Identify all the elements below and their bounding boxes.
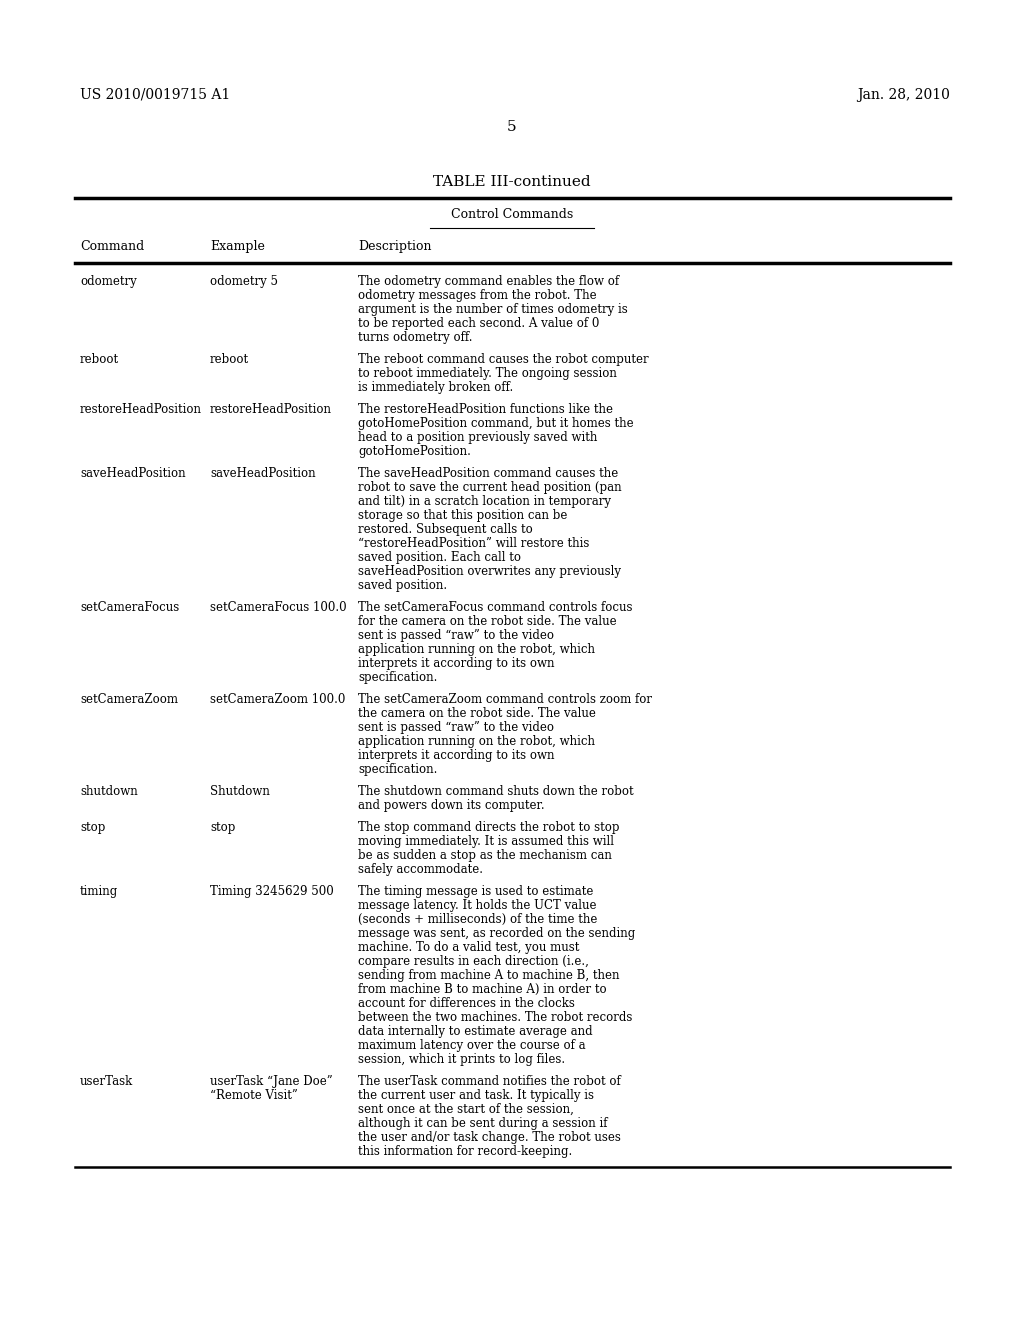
Text: maximum latency over the course of a: maximum latency over the course of a — [358, 1039, 586, 1052]
Text: interprets it according to its own: interprets it according to its own — [358, 657, 555, 671]
Text: gotoHomePosition.: gotoHomePosition. — [358, 445, 471, 458]
Text: and powers down its computer.: and powers down its computer. — [358, 799, 545, 812]
Text: Shutdown: Shutdown — [210, 785, 270, 799]
Text: “Remote Visit”: “Remote Visit” — [210, 1089, 298, 1102]
Text: US 2010/0019715 A1: US 2010/0019715 A1 — [80, 88, 230, 102]
Text: turns odometry off.: turns odometry off. — [358, 331, 472, 345]
Text: timing: timing — [80, 884, 118, 898]
Text: to reboot immediately. The ongoing session: to reboot immediately. The ongoing sessi… — [358, 367, 616, 380]
Text: Command: Command — [80, 240, 144, 253]
Text: (seconds + milliseconds) of the time the: (seconds + milliseconds) of the time the — [358, 913, 597, 927]
Text: sent once at the start of the session,: sent once at the start of the session, — [358, 1104, 573, 1115]
Text: setCameraFocus: setCameraFocus — [80, 601, 179, 614]
Text: from machine B to machine A) in order to: from machine B to machine A) in order to — [358, 983, 606, 997]
Text: although it can be sent during a session if: although it can be sent during a session… — [358, 1117, 607, 1130]
Text: gotoHomePosition command, but it homes the: gotoHomePosition command, but it homes t… — [358, 417, 634, 430]
Text: restoreHeadPosition: restoreHeadPosition — [80, 403, 202, 416]
Text: application running on the robot, which: application running on the robot, which — [358, 735, 595, 748]
Text: message was sent, as recorded on the sending: message was sent, as recorded on the sen… — [358, 927, 635, 940]
Text: argument is the number of times odometry is: argument is the number of times odometry… — [358, 304, 628, 315]
Text: sent is passed “raw” to the video: sent is passed “raw” to the video — [358, 721, 554, 734]
Text: for the camera on the robot side. The value: for the camera on the robot side. The va… — [358, 615, 616, 628]
Text: setCameraZoom 100.0: setCameraZoom 100.0 — [210, 693, 345, 706]
Text: The stop command directs the robot to stop: The stop command directs the robot to st… — [358, 821, 620, 834]
Text: saveHeadPosition: saveHeadPosition — [210, 467, 315, 480]
Text: stop: stop — [210, 821, 236, 834]
Text: 5: 5 — [507, 120, 517, 135]
Text: safely accommodate.: safely accommodate. — [358, 863, 483, 876]
Text: the current user and task. It typically is: the current user and task. It typically … — [358, 1089, 594, 1102]
Text: saveHeadPosition: saveHeadPosition — [80, 467, 185, 480]
Text: and tilt) in a scratch location in temporary: and tilt) in a scratch location in tempo… — [358, 495, 611, 508]
Text: data internally to estimate average and: data internally to estimate average and — [358, 1026, 593, 1038]
Text: sent is passed “raw” to the video: sent is passed “raw” to the video — [358, 630, 554, 642]
Text: The setCameraFocus command controls focus: The setCameraFocus command controls focu… — [358, 601, 633, 614]
Text: machine. To do a valid test, you must: machine. To do a valid test, you must — [358, 941, 580, 954]
Text: between the two machines. The robot records: between the two machines. The robot reco… — [358, 1011, 633, 1024]
Text: Description: Description — [358, 240, 431, 253]
Text: The reboot command causes the robot computer: The reboot command causes the robot comp… — [358, 352, 648, 366]
Text: moving immediately. It is assumed this will: moving immediately. It is assumed this w… — [358, 836, 614, 847]
Text: The setCameraZoom command controls zoom for: The setCameraZoom command controls zoom … — [358, 693, 652, 706]
Text: Control Commands: Control Commands — [451, 209, 573, 220]
Text: saved position. Each call to: saved position. Each call to — [358, 550, 521, 564]
Text: reboot: reboot — [80, 352, 119, 366]
Text: restoreHeadPosition: restoreHeadPosition — [210, 403, 332, 416]
Text: robot to save the current head position (pan: robot to save the current head position … — [358, 480, 622, 494]
Text: shutdown: shutdown — [80, 785, 138, 799]
Text: The odometry command enables the flow of: The odometry command enables the flow of — [358, 275, 620, 288]
Text: specification.: specification. — [358, 763, 437, 776]
Text: application running on the robot, which: application running on the robot, which — [358, 643, 595, 656]
Text: restored. Subsequent calls to: restored. Subsequent calls to — [358, 523, 532, 536]
Text: The timing message is used to estimate: The timing message is used to estimate — [358, 884, 593, 898]
Text: Timing 3245629 500: Timing 3245629 500 — [210, 884, 334, 898]
Text: reboot: reboot — [210, 352, 249, 366]
Text: account for differences in the clocks: account for differences in the clocks — [358, 997, 574, 1010]
Text: saved position.: saved position. — [358, 579, 447, 591]
Text: is immediately broken off.: is immediately broken off. — [358, 381, 513, 393]
Text: to be reported each second. A value of 0: to be reported each second. A value of 0 — [358, 317, 599, 330]
Text: sending from machine A to machine B, then: sending from machine A to machine B, the… — [358, 969, 620, 982]
Text: userTask: userTask — [80, 1074, 133, 1088]
Text: this information for record-keeping.: this information for record-keeping. — [358, 1144, 572, 1158]
Text: saveHeadPosition overwrites any previously: saveHeadPosition overwrites any previous… — [358, 565, 621, 578]
Text: TABLE III-continued: TABLE III-continued — [433, 176, 591, 189]
Text: The shutdown command shuts down the robot: The shutdown command shuts down the robo… — [358, 785, 634, 799]
Text: The userTask command notifies the robot of: The userTask command notifies the robot … — [358, 1074, 621, 1088]
Text: interprets it according to its own: interprets it according to its own — [358, 748, 555, 762]
Text: the user and/or task change. The robot uses: the user and/or task change. The robot u… — [358, 1131, 621, 1144]
Text: be as sudden a stop as the mechanism can: be as sudden a stop as the mechanism can — [358, 849, 612, 862]
Text: compare results in each direction (i.e.,: compare results in each direction (i.e., — [358, 954, 589, 968]
Text: setCameraZoom: setCameraZoom — [80, 693, 178, 706]
Text: storage so that this position can be: storage so that this position can be — [358, 510, 567, 521]
Text: odometry messages from the robot. The: odometry messages from the robot. The — [358, 289, 597, 302]
Text: the camera on the robot side. The value: the camera on the robot side. The value — [358, 708, 596, 719]
Text: session, which it prints to log files.: session, which it prints to log files. — [358, 1053, 565, 1067]
Text: odometry: odometry — [80, 275, 137, 288]
Text: message latency. It holds the UCT value: message latency. It holds the UCT value — [358, 899, 597, 912]
Text: The saveHeadPosition command causes the: The saveHeadPosition command causes the — [358, 467, 618, 480]
Text: head to a position previously saved with: head to a position previously saved with — [358, 432, 597, 444]
Text: setCameraFocus 100.0: setCameraFocus 100.0 — [210, 601, 347, 614]
Text: “restoreHeadPosition” will restore this: “restoreHeadPosition” will restore this — [358, 537, 590, 550]
Text: Example: Example — [210, 240, 265, 253]
Text: odometry 5: odometry 5 — [210, 275, 278, 288]
Text: Jan. 28, 2010: Jan. 28, 2010 — [857, 88, 950, 102]
Text: The restoreHeadPosition functions like the: The restoreHeadPosition functions like t… — [358, 403, 613, 416]
Text: userTask “Jane Doe”: userTask “Jane Doe” — [210, 1074, 333, 1088]
Text: specification.: specification. — [358, 671, 437, 684]
Text: stop: stop — [80, 821, 105, 834]
